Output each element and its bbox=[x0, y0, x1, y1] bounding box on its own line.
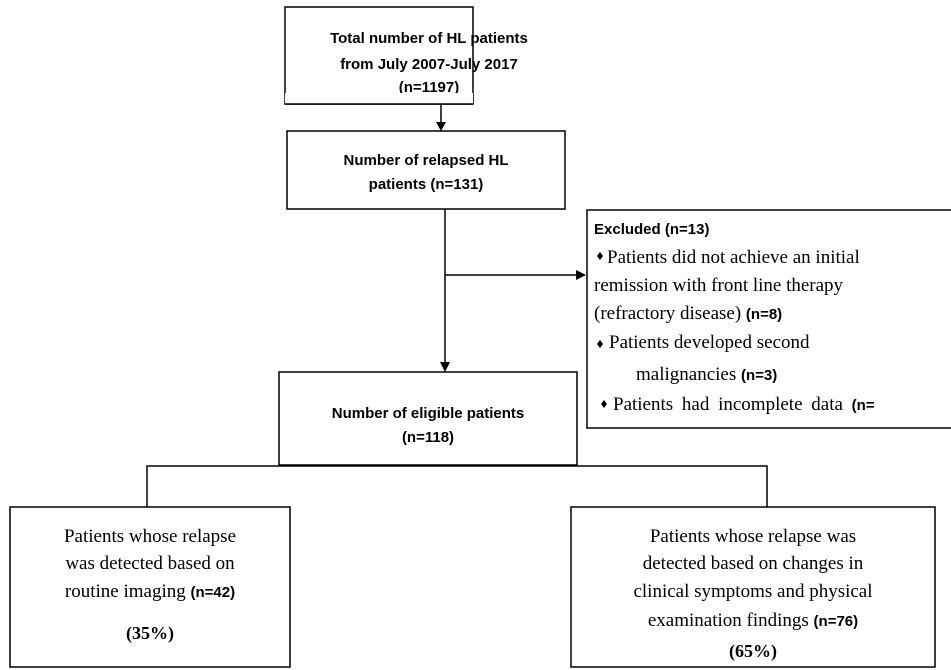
node-text: detected based on changes in bbox=[643, 553, 864, 574]
node-text: examination findings bbox=[648, 610, 809, 631]
clip-mask bbox=[285, 93, 473, 104]
excluded-title: Excluded (n=13) bbox=[594, 221, 709, 238]
excluded-text: Patients had incomplete data (n= bbox=[613, 394, 875, 415]
node-text: patients bbox=[369, 176, 427, 193]
excluded-text: (refractory disease) (n=8) bbox=[594, 303, 782, 324]
excluded-text: Patients had incomplete data bbox=[613, 394, 843, 415]
node-text: from July 2007-July 2017 bbox=[340, 56, 518, 73]
node-text: examination findings (n=76) bbox=[648, 610, 858, 631]
node-text: Total number of HL patients bbox=[330, 30, 528, 47]
excluded-text: Patients developed second bbox=[609, 332, 810, 353]
excluded-text: (refractory disease) bbox=[594, 303, 741, 324]
node-text: patients (n=131) bbox=[369, 176, 484, 193]
node-count: (n=131) bbox=[430, 176, 483, 193]
excluded-text: remission with front line therapy bbox=[594, 275, 844, 296]
excluded-count: (n= bbox=[852, 397, 875, 414]
node-text: routine imaging (n=42) bbox=[65, 581, 235, 602]
node-percent: (65%) bbox=[729, 641, 777, 662]
node-count: (n=118) bbox=[402, 429, 454, 446]
box bbox=[570, 506, 936, 668]
box bbox=[278, 371, 578, 466]
excluded-text: malignancies bbox=[636, 364, 736, 385]
excluded-count: (n=8) bbox=[746, 306, 782, 323]
bullet bbox=[601, 400, 607, 408]
node-text: Patients whose relapse bbox=[64, 526, 236, 547]
arrowhead bbox=[440, 362, 450, 372]
arrowhead bbox=[436, 122, 446, 131]
box bbox=[286, 130, 566, 210]
node-percent: (35%) bbox=[126, 623, 174, 644]
node-text: Number of eligible patients bbox=[332, 405, 525, 422]
box bbox=[9, 506, 291, 668]
node-text: Patients whose relapse was bbox=[650, 526, 856, 547]
node-count: (n=1197) bbox=[399, 79, 459, 96]
excluded-text: Patients did not achieve an initial bbox=[607, 247, 860, 268]
connectors bbox=[146, 104, 768, 507]
node-text: was detected based on bbox=[65, 553, 235, 574]
excluded-count: (n=3) bbox=[741, 367, 777, 384]
node-text: clinical symptoms and physical bbox=[633, 581, 872, 602]
arrowhead bbox=[576, 270, 586, 280]
bullet bbox=[597, 340, 603, 348]
node-text: routine imaging bbox=[65, 581, 186, 602]
connector bbox=[146, 465, 768, 507]
excluded-box bbox=[586, 209, 951, 429]
node-count: (n=76) bbox=[814, 613, 859, 630]
bullet bbox=[597, 252, 603, 260]
node-count: (n=42) bbox=[190, 584, 235, 601]
excluded-text: malignancies (n=3) bbox=[636, 364, 777, 385]
node-text: Number of relapsed HL bbox=[343, 152, 508, 169]
